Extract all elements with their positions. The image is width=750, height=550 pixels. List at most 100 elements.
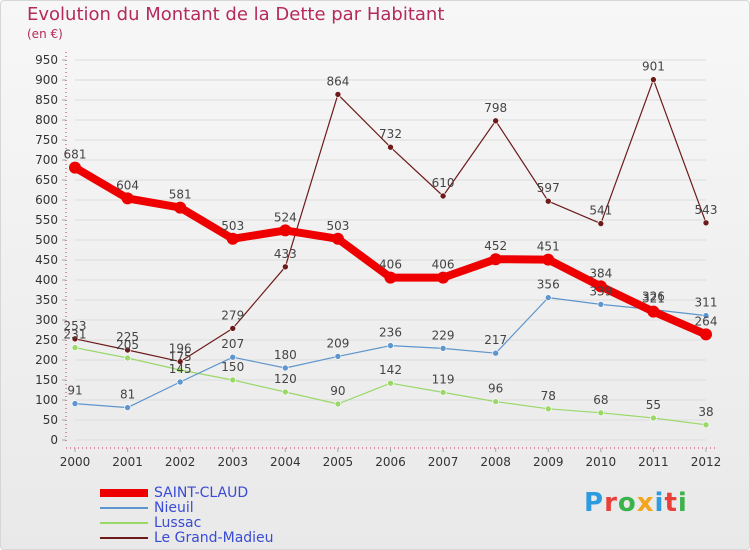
legend-swatch [100, 507, 148, 509]
y-tick-label: 200 [35, 353, 58, 367]
x-tick-label: 2010 [586, 455, 617, 469]
y-tick-label: 50 [43, 413, 58, 427]
data-label: 798 [484, 101, 507, 115]
data-point [492, 349, 499, 357]
x-tick-label: 2002 [165, 455, 196, 469]
logo-letter: t [664, 488, 678, 518]
data-point [384, 271, 397, 284]
data-label: 524 [274, 210, 297, 224]
data-point [387, 143, 394, 151]
data-label: 175 [169, 350, 192, 364]
data-label: 209 [326, 336, 349, 350]
logo-letter: i [654, 488, 665, 518]
x-tick-label: 2000 [60, 455, 91, 469]
data-point [334, 400, 342, 408]
data-label: 217 [484, 333, 507, 347]
data-label: 196 [169, 342, 192, 356]
data-point [71, 335, 79, 343]
data-point [489, 253, 502, 266]
y-tick-label: 150 [35, 373, 58, 387]
y-tick-label: 500 [35, 233, 58, 247]
y-tick-label: 750 [35, 133, 58, 147]
data-point [71, 400, 79, 407]
data-label: 681 [64, 148, 87, 162]
data-point [387, 379, 394, 387]
data-point [492, 398, 499, 405]
data-point [647, 305, 660, 318]
data-point [279, 224, 292, 237]
data-label: 901 [642, 60, 665, 74]
series-line-3 [74, 78, 707, 363]
y-tick-label: 550 [35, 213, 58, 227]
data-label: 581 [169, 188, 192, 202]
data-label: 229 [432, 328, 455, 342]
data-label: 150 [221, 360, 244, 374]
data-label: 205 [116, 338, 139, 352]
data-point [226, 232, 239, 245]
data-point [229, 353, 237, 361]
data-label: 356 [537, 278, 560, 292]
data-label: 452 [484, 239, 507, 253]
data-point [597, 301, 605, 308]
logo-letter: P [584, 488, 605, 518]
data-point [650, 414, 657, 422]
data-label: 81 [120, 388, 135, 402]
data-label: 78 [541, 389, 556, 403]
data-label: 279 [221, 308, 244, 322]
x-tick-label: 2004 [270, 455, 301, 469]
legend-label: Le Grand-Madieu [154, 530, 274, 546]
data-label: 91 [67, 384, 82, 398]
data-label: 451 [537, 240, 560, 254]
x-tick-label: 2001 [112, 455, 143, 469]
data-label: 207 [221, 337, 244, 351]
data-label: 96 [488, 382, 503, 396]
data-point [176, 358, 184, 365]
data-label: 142 [379, 363, 402, 377]
legend-swatch [100, 537, 148, 539]
data-label: 55 [646, 398, 661, 412]
y-tick-label: 450 [35, 253, 58, 267]
x-tick-label: 2009 [533, 455, 564, 469]
data-label: 321 [642, 292, 665, 306]
data-point [702, 312, 710, 319]
x-tick-label: 2011 [638, 455, 669, 469]
y-tick-label: 800 [35, 113, 58, 127]
data-point [124, 404, 131, 411]
data-point [229, 325, 237, 332]
data-label: 384 [589, 266, 612, 280]
x-tick-label: 2007 [428, 455, 459, 469]
x-tick-label: 2005 [323, 455, 354, 469]
x-tick-label: 2012 [691, 455, 722, 469]
data-label: 145 [169, 362, 192, 376]
data-label: 503 [326, 219, 349, 233]
data-point [702, 421, 710, 429]
x-tick-label: 2008 [480, 455, 511, 469]
data-label: 864 [326, 74, 349, 88]
data-label: 406 [432, 258, 455, 272]
data-point [594, 280, 607, 293]
data-label: 231 [64, 328, 87, 342]
data-point [542, 253, 555, 266]
data-label: 597 [537, 181, 560, 195]
data-label: 253 [64, 319, 87, 333]
logo-letter: o [617, 488, 637, 518]
y-tick-label: 0 [50, 433, 58, 447]
data-point [124, 346, 131, 354]
y-tick-label: 850 [35, 93, 58, 107]
y-tick-label: 400 [35, 273, 58, 287]
data-point [700, 328, 712, 341]
data-label: 339 [589, 284, 612, 298]
y-tick-label: 600 [35, 193, 58, 207]
logo-letter: x [636, 488, 655, 518]
data-point [229, 376, 237, 384]
y-tick-label: 300 [35, 313, 58, 327]
legend-label: SAINT-CLAUD [154, 485, 249, 501]
data-point [124, 354, 131, 362]
data-label: 311 [695, 296, 718, 310]
data-label: 236 [379, 326, 402, 340]
data-point [439, 192, 447, 200]
data-label: 406 [379, 258, 402, 272]
data-point [492, 117, 499, 125]
